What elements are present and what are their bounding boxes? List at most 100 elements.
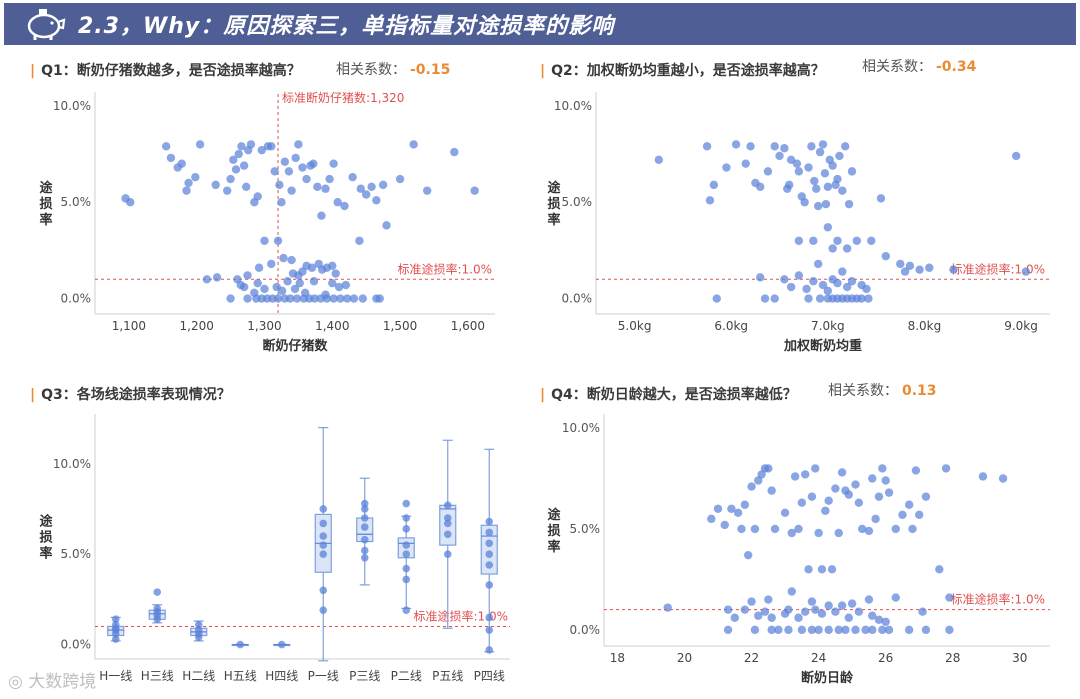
data-point bbox=[260, 284, 269, 294]
x-tick-label: 28 bbox=[945, 651, 960, 665]
data-point bbox=[284, 167, 294, 176]
data-point bbox=[402, 606, 411, 614]
data-point bbox=[319, 586, 328, 595]
data-point bbox=[852, 236, 862, 245]
data-point bbox=[794, 271, 804, 280]
data-point bbox=[485, 561, 494, 569]
q2-corr-label: 相关系数： bbox=[862, 59, 932, 75]
data-point bbox=[780, 508, 790, 517]
data-point bbox=[756, 182, 765, 191]
q1-corr-value: -0.15 bbox=[410, 62, 451, 78]
data-point bbox=[485, 613, 494, 622]
data-point bbox=[485, 626, 494, 634]
data-point bbox=[797, 498, 807, 507]
data-point bbox=[821, 199, 831, 209]
x-tick-label: 1,100 bbox=[112, 319, 146, 333]
page-title: 2.3，Why：原因探索三，单指标量对途损率的影响 bbox=[78, 14, 615, 39]
data-point bbox=[878, 464, 887, 473]
data-point bbox=[844, 199, 854, 209]
data-point bbox=[253, 192, 262, 201]
data-point bbox=[813, 259, 823, 269]
data-point bbox=[723, 605, 733, 614]
data-point bbox=[443, 550, 452, 558]
x-tick-label: 5.0kg bbox=[618, 319, 652, 333]
x-axis-label: 断奶日龄 bbox=[801, 670, 854, 686]
data-point bbox=[949, 265, 958, 274]
data-point bbox=[921, 625, 931, 635]
q2-title: | Q2：加权断奶均重越小，是否途损率越高？ bbox=[540, 60, 825, 80]
data-point bbox=[800, 198, 809, 207]
data-point bbox=[239, 282, 249, 292]
data-point bbox=[767, 486, 776, 495]
data-point bbox=[876, 194, 886, 203]
data-point bbox=[868, 625, 877, 635]
data-point bbox=[841, 142, 850, 151]
data-point bbox=[770, 142, 779, 151]
x-tick-label: P五线 bbox=[432, 669, 463, 683]
data-point bbox=[360, 523, 369, 531]
data-point bbox=[767, 625, 776, 635]
data-point bbox=[153, 604, 162, 613]
data-point bbox=[402, 499, 411, 508]
data-point bbox=[1011, 151, 1021, 161]
q4-corr-label: 相关系数： bbox=[828, 383, 898, 399]
data-point bbox=[817, 565, 827, 574]
data-point bbox=[786, 282, 796, 292]
data-point bbox=[223, 186, 232, 195]
data-point bbox=[878, 625, 887, 635]
data-point bbox=[723, 625, 733, 635]
chart-q2: 0.0% 5.0% 10.0% 途损率 5.0kg 6.0kg 7.0kg 8.0kg 9.0k… bbox=[547, 92, 1050, 354]
q4-corr-value: 0.13 bbox=[902, 383, 937, 399]
data-point bbox=[485, 528, 494, 537]
data-point bbox=[161, 142, 171, 151]
data-point bbox=[309, 159, 318, 168]
data-point bbox=[241, 182, 251, 191]
title-accent-bar: | bbox=[30, 387, 36, 403]
q2-title-text: Q2：加权断奶均重越小，是否途损率越高？ bbox=[551, 63, 825, 79]
data-point bbox=[746, 142, 755, 151]
y-axis-label: 途 bbox=[39, 514, 53, 530]
data-point bbox=[900, 267, 910, 276]
data-point bbox=[821, 506, 830, 515]
y-axis-label: 率 bbox=[39, 546, 52, 562]
y-tick-label: 5.0% bbox=[61, 195, 92, 209]
data-point bbox=[485, 539, 494, 548]
data-point bbox=[801, 470, 810, 479]
data-point bbox=[360, 553, 369, 562]
data-point bbox=[234, 149, 243, 159]
data-point bbox=[195, 140, 205, 149]
data-point bbox=[292, 294, 302, 303]
x-tick-label: 6.0kg bbox=[714, 319, 748, 333]
data-point bbox=[815, 147, 825, 157]
data-point bbox=[823, 223, 833, 232]
y-axis-label: 率 bbox=[39, 212, 52, 228]
data-point bbox=[797, 625, 807, 635]
reference-line-label: 标准途损率:1.0% bbox=[950, 261, 1045, 276]
data-point bbox=[360, 535, 369, 544]
data-point bbox=[191, 172, 200, 182]
data-point bbox=[382, 221, 391, 230]
data-point bbox=[298, 163, 307, 172]
data-point bbox=[767, 613, 776, 622]
data-point bbox=[775, 151, 784, 161]
q3-title-text: Q3：各场线途损率表现情况？ bbox=[41, 387, 231, 403]
y-axis-label: 损 bbox=[39, 196, 52, 212]
data-point bbox=[891, 524, 900, 534]
q1-correlation: 相关系数： -0.15 bbox=[336, 59, 450, 79]
data-point bbox=[763, 167, 773, 176]
data-point bbox=[270, 167, 279, 176]
y-tick-label: 5.0% bbox=[570, 522, 601, 536]
y-tick-label: 5.0% bbox=[562, 195, 593, 209]
data-point bbox=[833, 236, 842, 245]
data-point bbox=[945, 625, 954, 635]
data-point bbox=[898, 510, 907, 520]
y-tick-label: 0.0% bbox=[61, 638, 92, 652]
data-point bbox=[260, 236, 269, 245]
data-point bbox=[818, 140, 828, 149]
data-point bbox=[302, 174, 311, 184]
data-point bbox=[709, 180, 719, 190]
data-point bbox=[166, 153, 176, 163]
data-point bbox=[858, 524, 867, 534]
q2-correlation: 相关系数： -0.34 bbox=[862, 56, 976, 76]
data-point bbox=[712, 294, 721, 303]
